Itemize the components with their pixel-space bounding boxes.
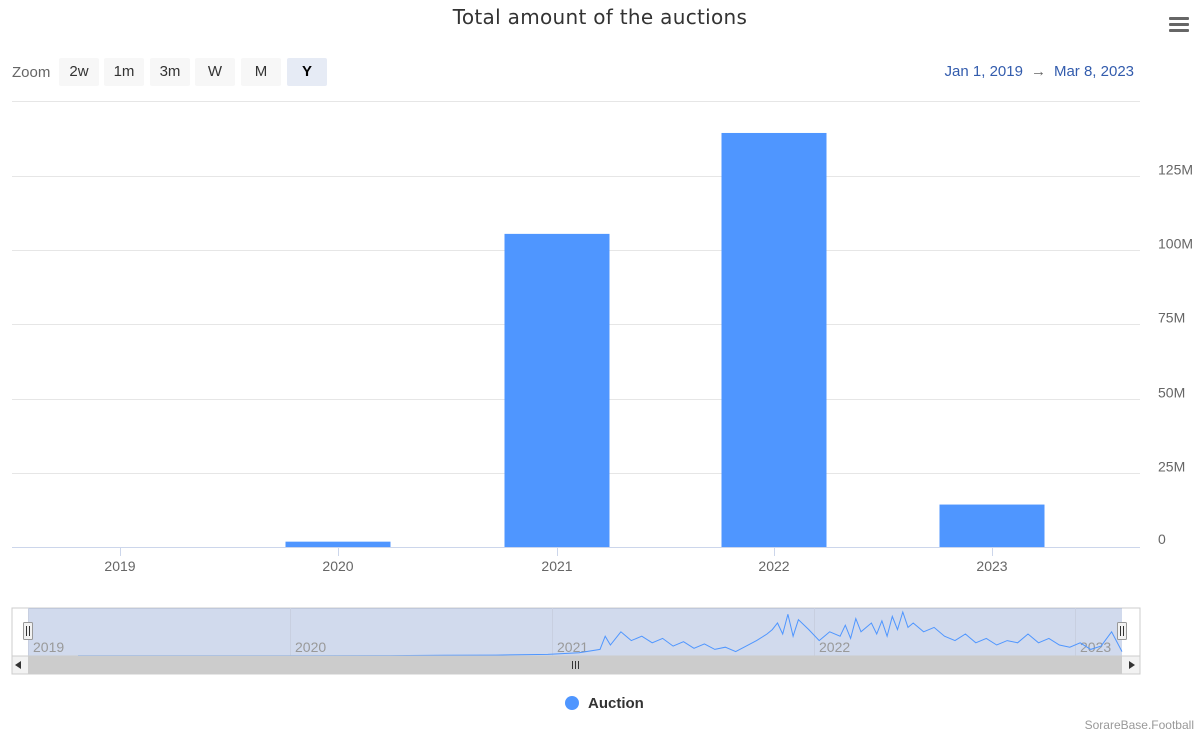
navigator-series-line [78,610,1123,657]
handle-body [23,622,33,640]
chart-title: Total amount of the auctions [452,5,748,29]
x-tick-label: 2020 [322,558,353,574]
bar-2021 [504,233,610,547]
x-tick-label: 2022 [758,558,789,574]
date-range-from[interactable]: Jan 1, 2019 [944,63,1023,80]
zoom-2w-button[interactable]: 2w [59,58,99,86]
date-range-to[interactable]: Mar 8, 2023 [1053,63,1134,80]
zoom-month-button[interactable]: M [241,58,281,86]
navigator-year-label: 2020 [295,639,326,655]
scroll-left-arrow-icon[interactable] [15,661,21,669]
zoom-week-button[interactable]: W [195,58,235,86]
bar-2020 [285,541,391,547]
y-tick-label: 50M [1158,385,1185,401]
legend-marker-icon [565,696,579,710]
y-tick-label: 0 [1158,531,1166,547]
navigator-year-label: 2021 [557,639,588,655]
y-tick-label: 100M [1158,236,1193,252]
navigator-right-handle[interactable] [1117,622,1127,640]
navigator: 2019 2020 2021 2022 2023 [11,607,1141,675]
hamburger-menu-icon[interactable] [1166,14,1192,36]
zoom-3m-button[interactable]: 3m [150,58,190,86]
date-range-arrow-icon: → [1030,63,1046,80]
navigator-year-label: 2019 [33,639,64,655]
handle-body [1117,622,1127,640]
bar-2022 [721,132,827,548]
y-tick-label: 25M [1158,459,1185,475]
date-range: Jan 1, 2019 → Mar 8, 2023 [945,63,1134,80]
navigator-left-handle[interactable] [23,622,33,640]
bar-series [285,132,1045,548]
y-tick-label: 75M [1158,310,1185,326]
x-tick-label: 2021 [541,558,572,574]
legend-label: Auction [588,694,644,712]
bar-2023 [939,504,1045,547]
x-tick-label: 2023 [976,558,1007,574]
y-tick-label: 125M [1158,162,1193,178]
zoom-year-button[interactable]: Y [287,58,327,86]
credits[interactable]: SorareBase.Football [1084,718,1194,732]
navigator-scrollbar[interactable] [11,655,1141,675]
navigator-year-label: 2023 [1080,639,1111,655]
axes: 0 25M 50M 75M 100M 125M 2019 2020 2021 2022 2023 [12,162,1193,574]
zoom-label: Zoom [12,64,51,81]
legend-item-auction[interactable]: Auction [565,693,644,713]
navigator-frame [11,607,1141,657]
zoom-1m-button[interactable]: 1m [104,58,144,86]
x-tick-label: 2019 [104,558,135,574]
navigator-year-label: 2022 [819,639,850,655]
scroll-right-arrow-icon[interactable] [1129,661,1135,669]
